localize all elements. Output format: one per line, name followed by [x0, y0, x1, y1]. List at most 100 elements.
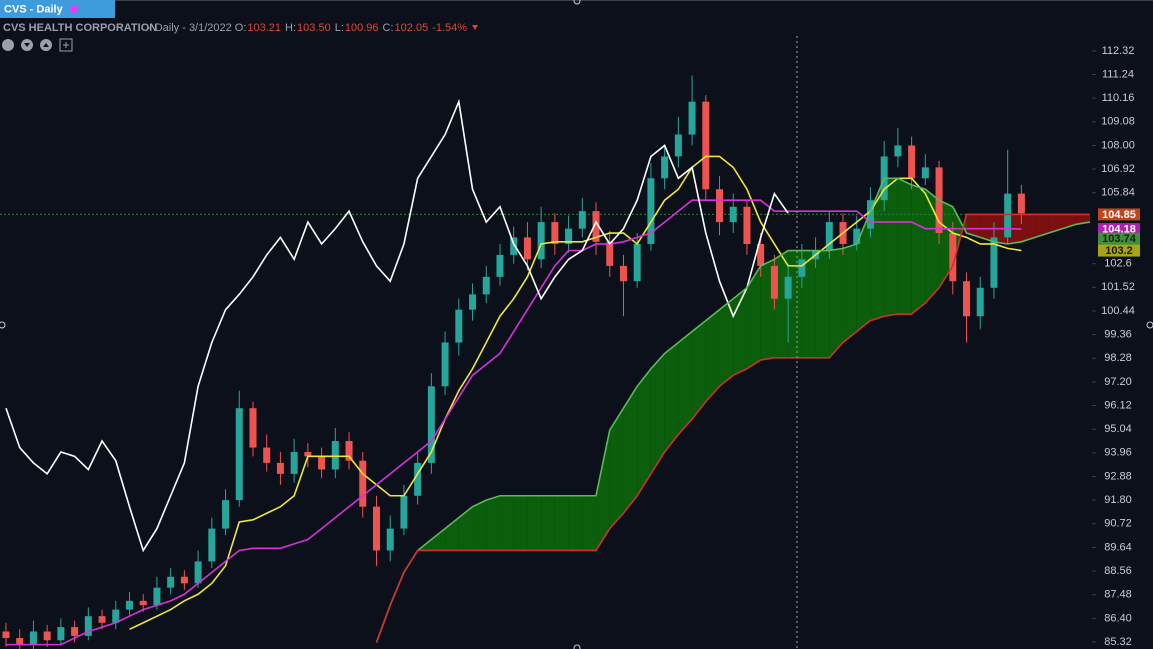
- cloud-fill: [650, 353, 665, 474]
- candle-body: [441, 342, 449, 387]
- indicator-line: [375, 213, 1090, 643]
- candle-body: [304, 451, 312, 457]
- tab-dot: [70, 5, 78, 13]
- cloud-fill: [1048, 214, 1063, 234]
- candle-body: [482, 276, 490, 295]
- candle-body: [16, 638, 24, 645]
- candle-body: [674, 134, 682, 157]
- cloud-fill: [829, 248, 844, 358]
- candle-body: [565, 228, 573, 244]
- indicator-line: [5, 98, 789, 553]
- add-button[interactable]: [59, 38, 73, 52]
- y-tick-label: 98.28: [1104, 352, 1132, 364]
- symbol-tab[interactable]: [0, 0, 115, 18]
- cloud-fill: [609, 408, 624, 529]
- candle-body: [180, 576, 188, 584]
- cloud-fill: [568, 495, 583, 551]
- candle-body: [606, 241, 614, 266]
- candle-body: [894, 145, 902, 157]
- y-tick-label: 109.08: [1101, 116, 1135, 128]
- tab-label: CVS - Daily: [4, 3, 64, 15]
- price-tag: [1098, 223, 1140, 236]
- symbol-name: CVS HEALTH CORPORATION: [3, 22, 157, 34]
- y-tick-label: 87.48: [1104, 589, 1132, 601]
- cloud-fill: [637, 368, 651, 496]
- interval: - Daily - 3/1/2022: [148, 22, 232, 34]
- cloud-fill: [582, 495, 597, 551]
- down-arrow: [472, 25, 479, 30]
- y-tick-label: 101.52: [1101, 281, 1135, 293]
- price-tag: [1098, 244, 1140, 257]
- y-tick-label: 100.44: [1101, 305, 1135, 317]
- candle-body: [414, 462, 422, 496]
- cloud-fill: [884, 178, 898, 317]
- y-tick-label: 93.96: [1104, 447, 1132, 459]
- candle-body: [98, 616, 106, 623]
- candle-body: [976, 287, 984, 317]
- handle: [1146, 321, 1153, 329]
- candle-body: [523, 237, 531, 260]
- cloud-fill: [815, 250, 830, 358]
- candle-body: [1004, 193, 1012, 238]
- y-tick-label: 112.32: [1102, 45, 1135, 57]
- candle-body: [496, 254, 504, 277]
- y-tick-label: 92.88: [1104, 470, 1132, 482]
- candle-body: [990, 237, 998, 288]
- candle-body: [2, 631, 10, 639]
- tool-button[interactable]: [2, 39, 14, 51]
- cloud-fill: [527, 495, 542, 551]
- cloud-fill: [801, 250, 816, 358]
- indicator-line: [375, 177, 1091, 643]
- y-tick-label: 99.36: [1104, 329, 1132, 341]
- candle-body: [784, 276, 792, 299]
- candle-body: [469, 294, 477, 310]
- candle-body: [276, 462, 284, 474]
- y-tick-label: 97.20: [1104, 376, 1132, 388]
- candle-body: [688, 101, 696, 135]
- handle: [573, 644, 581, 649]
- candle-body: [359, 460, 367, 507]
- cloud-fill: [541, 495, 555, 551]
- cloud-fill: [623, 386, 638, 514]
- candle-body: [57, 627, 65, 641]
- candle-body: [194, 561, 202, 584]
- handle: [573, 0, 581, 5]
- cloud-fill: [554, 495, 569, 551]
- cloud-fill: [458, 506, 473, 551]
- candle-body: [757, 243, 765, 266]
- candle-body: [331, 441, 339, 470]
- icon: [63, 42, 69, 48]
- candle-body: [345, 441, 353, 461]
- candle-body: [263, 447, 271, 463]
- candle-body: [551, 222, 559, 244]
- candle-body: [235, 408, 243, 501]
- candle-body: [537, 222, 545, 260]
- cloud-fill: [911, 184, 926, 315]
- cloud-fill: [499, 495, 514, 551]
- icon: [24, 43, 30, 47]
- y-tick-label: 108.00: [1101, 139, 1135, 151]
- cloud-fill: [692, 320, 706, 420]
- y-tick-label: 90.72: [1104, 518, 1132, 530]
- candle-body: [633, 243, 641, 282]
- candle-body: [386, 528, 394, 551]
- y-tick-label: 111.24: [1102, 68, 1134, 80]
- candle-body: [153, 587, 161, 606]
- candle-body: [825, 222, 833, 251]
- cloud-fill: [1021, 214, 1036, 242]
- ohlc-label: L:: [335, 22, 344, 34]
- candle-body: [798, 259, 806, 277]
- candle-body: [963, 281, 971, 317]
- candle-body: [908, 145, 916, 179]
- candle-body: [249, 408, 257, 448]
- y-tick-label: 110.16: [1102, 92, 1135, 104]
- candle-body: [619, 265, 627, 282]
- candle-body: [222, 500, 230, 529]
- y-tick-label: 85.32: [1104, 636, 1132, 648]
- candle-body: [372, 506, 380, 551]
- ohlc-value: 102.05: [395, 22, 429, 34]
- price-tag-label: 103.2: [1105, 245, 1133, 257]
- candle-body: [400, 495, 408, 529]
- y-tick-label: 89.64: [1104, 541, 1132, 553]
